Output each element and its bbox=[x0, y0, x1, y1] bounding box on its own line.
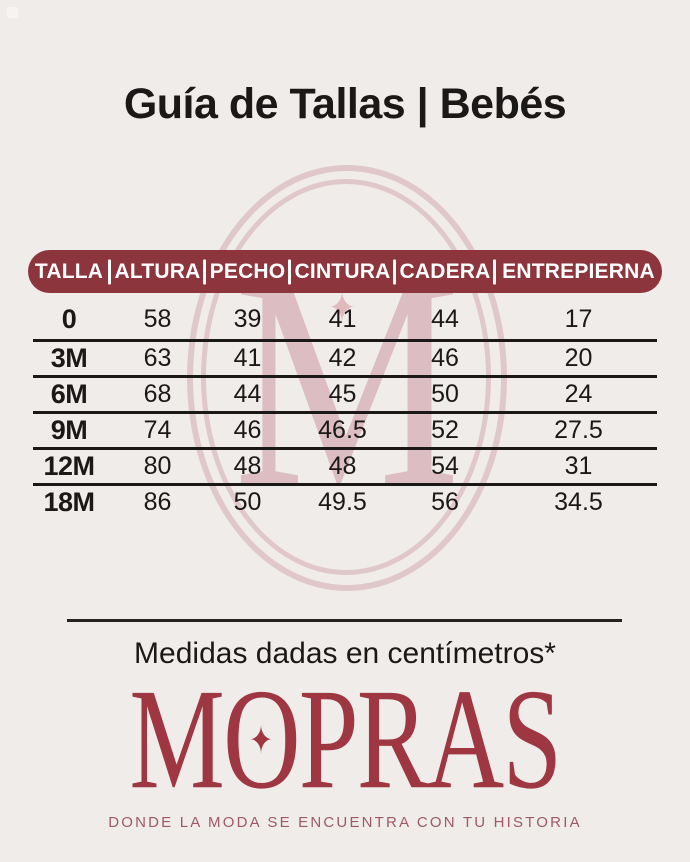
measure-cell: 80 bbox=[143, 452, 172, 480]
page-title: Guía de Tallas | Bebés bbox=[123, 80, 567, 128]
measure-cell: 58 bbox=[143, 304, 172, 333]
measure-cell: 56 bbox=[431, 488, 459, 516]
measure-cell: 48 bbox=[328, 452, 357, 480]
measure-cell: 39 bbox=[233, 304, 262, 333]
measure-cell: 86 bbox=[143, 488, 172, 516]
size-cell: 6M bbox=[50, 379, 88, 409]
watermark-ring-outer bbox=[187, 165, 507, 591]
table-row-9m: 9M 74 46 46.5 52 27.5 bbox=[28, 414, 662, 447]
measure-cell: 52 bbox=[431, 416, 459, 444]
column-header-altura: ALTURA bbox=[110, 250, 205, 293]
measure-cell: 31 bbox=[564, 452, 593, 480]
table-row-0: 0 58 39 41 44 17 bbox=[28, 293, 662, 339]
table-row-6m: 6M 68 44 45 50 24 bbox=[28, 378, 662, 411]
measure-cell: 63 bbox=[143, 344, 172, 372]
column-header-cintura: CINTURA bbox=[290, 250, 395, 293]
measure-cell: 68 bbox=[143, 380, 172, 408]
measure-cell: 54 bbox=[431, 452, 459, 480]
row-divider bbox=[33, 447, 657, 450]
measure-cell: 20 bbox=[564, 344, 593, 372]
measure-cell: 46 bbox=[233, 416, 262, 444]
table-body: 0 58 39 41 44 17 3M 63 41 42 46 20 6M 68 44 45 50 24 9M 74 4… bbox=[28, 293, 662, 519]
brand-tagline: DONDE LA MODA SE ENCUENTRA CON TU HISTOR… bbox=[108, 814, 582, 831]
row-divider bbox=[33, 483, 657, 486]
measure-cell: 41 bbox=[233, 344, 262, 372]
measure-cell: 46 bbox=[431, 344, 459, 372]
measure-cell: 34.5 bbox=[554, 488, 603, 516]
measure-cell: 17 bbox=[564, 304, 593, 333]
brand-logo: MO ✦ PRAS bbox=[0, 667, 690, 811]
watermark-star-icon: ✦ bbox=[328, 285, 356, 333]
logo-letter-m: M bbox=[129, 659, 224, 820]
measure-cell: 41 bbox=[328, 304, 357, 333]
size-cell: 18M bbox=[43, 487, 95, 517]
table-row-12m: 12M 80 48 48 54 31 bbox=[28, 450, 662, 483]
measure-cell: 48 bbox=[233, 452, 262, 480]
column-header-entrepierna: ENTREPIERNA bbox=[502, 259, 655, 283]
column-header-pecho: PECHO bbox=[205, 250, 290, 293]
measure-cell: 44 bbox=[233, 380, 262, 408]
measure-cell: 45 bbox=[328, 380, 357, 408]
measure-cell: 46.5 bbox=[318, 416, 367, 444]
table-row-3m: 3M 63 41 42 46 20 bbox=[28, 342, 662, 375]
logo-star-icon: ✦ bbox=[249, 718, 273, 762]
logo-letter-s: S bbox=[502, 659, 563, 820]
measure-cell: 42 bbox=[328, 344, 357, 372]
note-divider-line bbox=[67, 619, 622, 622]
measure-cell: 27.5 bbox=[554, 416, 603, 444]
measure-cell: 50 bbox=[431, 380, 459, 408]
size-cell: 0 bbox=[61, 303, 77, 334]
row-divider bbox=[33, 411, 657, 414]
size-cell: 3M bbox=[50, 343, 88, 373]
measure-cell: 44 bbox=[431, 304, 459, 333]
measure-cell: 74 bbox=[143, 416, 172, 444]
table-header: TALLA ALTURA PECHO CINTURA CADERA ENTREPIERNA bbox=[28, 250, 662, 293]
measure-cell: 24 bbox=[564, 380, 593, 408]
logo-letter-r: R bbox=[356, 659, 429, 820]
row-divider bbox=[33, 339, 657, 342]
logo-letter-p: P bbox=[298, 659, 359, 820]
logo-letter-o: O ✦ bbox=[223, 659, 301, 820]
measurement-note: Medidas dadas en centímetros* bbox=[134, 637, 556, 670]
logo-letter-a: A bbox=[426, 659, 505, 820]
size-cell: 9M bbox=[50, 415, 88, 445]
column-header-talla: TALLA bbox=[28, 250, 110, 293]
measure-cell: 50 bbox=[233, 488, 262, 516]
measure-cell: 49.5 bbox=[318, 488, 367, 516]
size-cell: 12M bbox=[43, 451, 95, 481]
corner-artifact bbox=[7, 7, 18, 18]
row-divider bbox=[33, 375, 657, 378]
table-row-18m: 18M 86 50 49.5 56 34.5 bbox=[28, 486, 662, 519]
brand-logo-text: MO ✦ PRAS bbox=[129, 659, 563, 820]
column-header-cadera: CADERA bbox=[395, 250, 495, 293]
